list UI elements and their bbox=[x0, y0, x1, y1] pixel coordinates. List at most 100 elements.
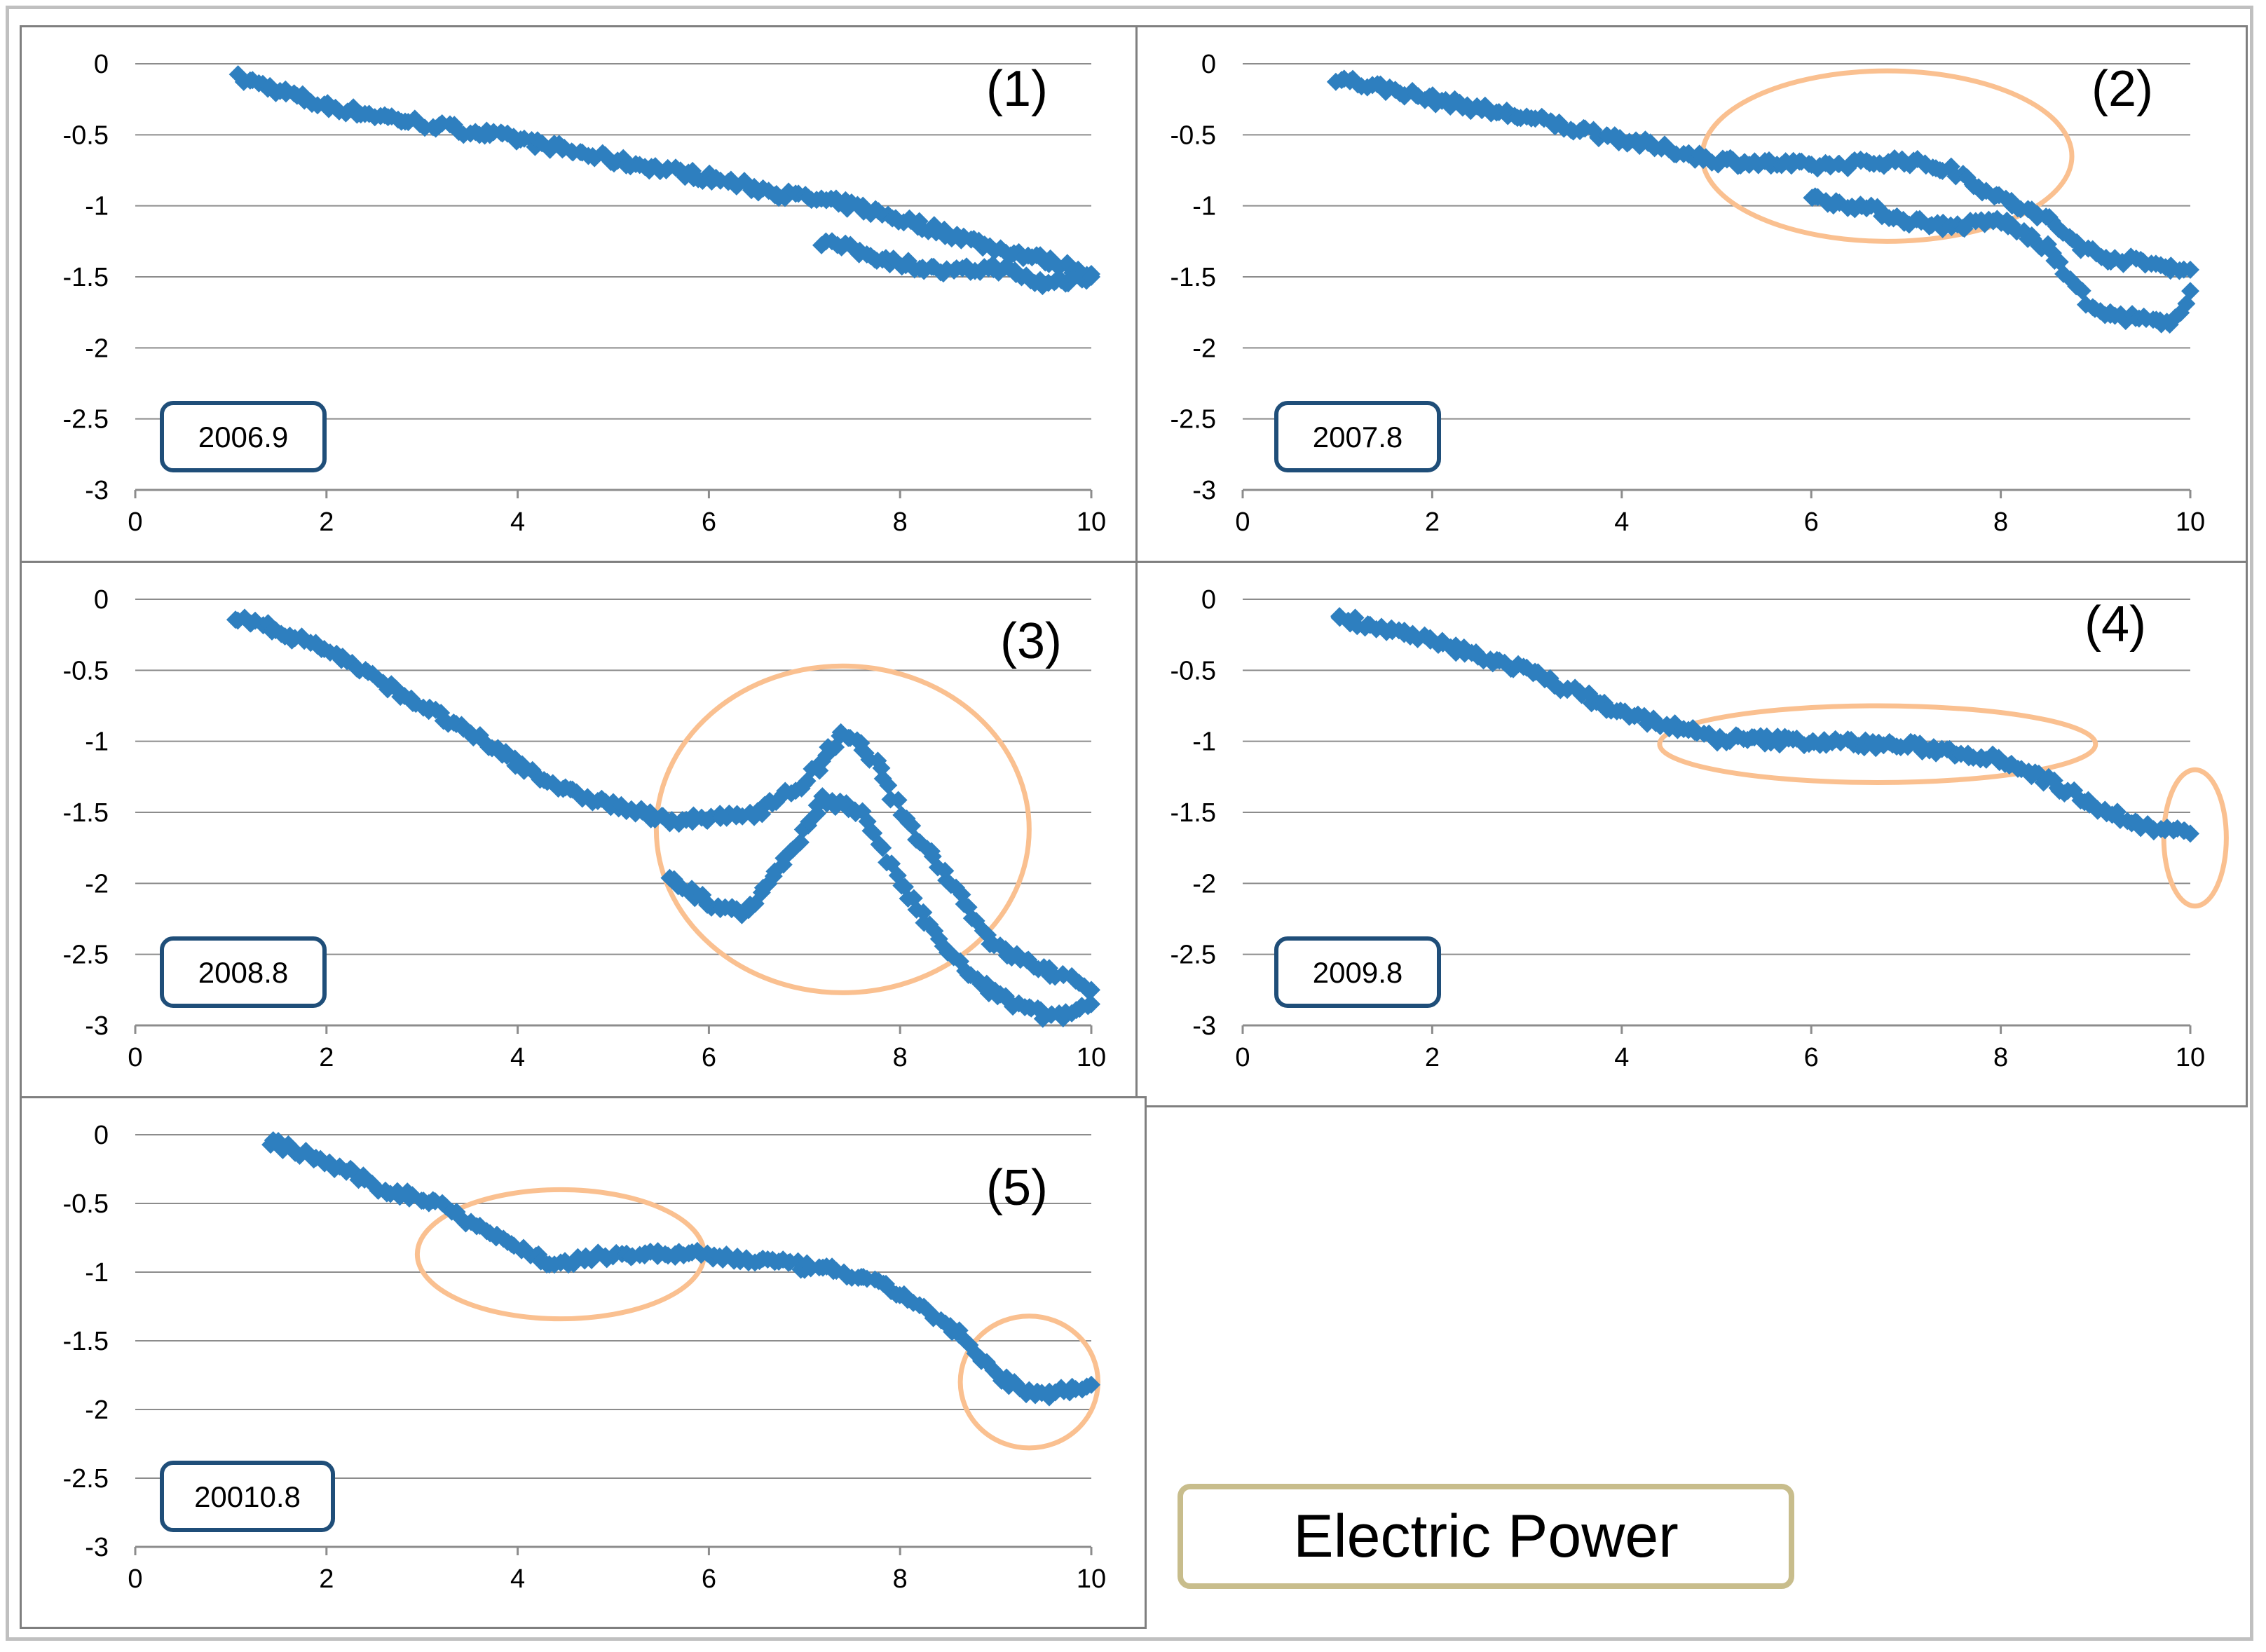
panel-number-label: (4) bbox=[2084, 596, 2146, 653]
x-tick-label: 2 bbox=[319, 1564, 334, 1594]
x-tick-label: 0 bbox=[128, 507, 142, 537]
data-point bbox=[1441, 97, 1460, 116]
data-point bbox=[813, 787, 832, 806]
data-point bbox=[1911, 735, 1930, 753]
data-point bbox=[879, 776, 898, 795]
data-point bbox=[1504, 660, 1523, 678]
x-tick-label: 4 bbox=[510, 1043, 525, 1072]
chart-svg-4: 0 -0.5 -1 -1.5 -2 -2.5 -3 0 2 4 6 8 10 (4) 2009.8 bbox=[1170, 585, 2229, 1072]
y-tick-label: -0.5 bbox=[63, 121, 109, 150]
data-point bbox=[1589, 129, 1608, 148]
data-point bbox=[1576, 119, 1595, 138]
x-tick-label: 4 bbox=[1614, 507, 1629, 537]
data-point bbox=[266, 621, 285, 640]
data-point bbox=[1082, 1375, 1100, 1394]
data-point bbox=[944, 948, 963, 967]
y-tick-label: -1.5 bbox=[63, 798, 109, 828]
data-point bbox=[1004, 997, 1023, 1016]
data-point bbox=[700, 164, 719, 183]
data-point bbox=[2080, 795, 2099, 814]
data-point bbox=[745, 807, 764, 826]
y-tick-label: -3 bbox=[85, 1011, 109, 1041]
y-tick-label: -0.5 bbox=[63, 1189, 109, 1219]
data-point bbox=[914, 903, 933, 922]
x-tick-label: 4 bbox=[510, 1564, 525, 1594]
x-tick-label: 10 bbox=[2176, 1043, 2205, 1072]
data-point bbox=[253, 74, 272, 93]
x-tick-label: 8 bbox=[1993, 1043, 2008, 1072]
x-tick-label: 10 bbox=[2176, 507, 2205, 537]
data-point bbox=[947, 878, 966, 897]
data-point bbox=[1495, 653, 1514, 672]
y-tick-label: -2.5 bbox=[63, 941, 109, 970]
chart-panel-5: 0 -0.5 -1 -1.5 -2 -2.5 -3 0 2 4 6 8 10 (5) 20010.8 bbox=[20, 1096, 1147, 1629]
y-tick-label: 0 bbox=[94, 1121, 109, 1150]
x-tick-label: 10 bbox=[1077, 507, 1106, 537]
data-point bbox=[831, 723, 850, 742]
date-box bbox=[1274, 401, 1441, 472]
data-point bbox=[791, 833, 810, 852]
data-point bbox=[355, 1170, 374, 1189]
y-tick-label: -0.5 bbox=[1170, 656, 1216, 685]
data-point bbox=[2028, 208, 2047, 227]
data-point bbox=[489, 739, 507, 758]
data-point bbox=[683, 880, 702, 899]
data-point bbox=[858, 812, 877, 831]
data-point bbox=[999, 992, 1018, 1011]
y-tick-label: -2.5 bbox=[63, 405, 109, 435]
data-point bbox=[612, 796, 631, 814]
data-point bbox=[2073, 281, 2091, 300]
data-point bbox=[923, 847, 942, 866]
data-point bbox=[919, 1302, 938, 1320]
chart-svg-3: 0 -0.5 -1 -1.5 -2 -2.5 -3 0 2 4 6 8 10 (3) 2008.8 bbox=[63, 585, 1107, 1072]
data-point bbox=[951, 952, 970, 971]
x-tick-label: 6 bbox=[702, 507, 716, 537]
data-point bbox=[589, 1243, 608, 1262]
y-tick-label: -2 bbox=[1192, 869, 1216, 899]
y-tick-label: -1 bbox=[85, 728, 109, 757]
date-box bbox=[160, 401, 327, 472]
y-tick-label: -2 bbox=[85, 334, 109, 363]
chart-panel-3: 0 -0.5 -1 -1.5 -2 -2.5 -3 0 2 4 6 8 10 (3) 2008.8 bbox=[20, 561, 1140, 1100]
data-point bbox=[1372, 617, 1391, 636]
data-point bbox=[454, 719, 473, 738]
data-point bbox=[907, 900, 926, 919]
y-tick-label: -1 bbox=[85, 1258, 109, 1288]
data-point bbox=[1082, 268, 1100, 286]
x-tick-label: 2 bbox=[319, 1043, 334, 1072]
highlight-ellipse bbox=[653, 663, 1032, 995]
data-point bbox=[2181, 824, 2199, 843]
chart-panel-1: 0 -0.5 -1 -1.5 -2 -2.5 -3 0 2 4 6 8 10 (1) 2006.9 bbox=[20, 25, 1140, 565]
chart-panel-2: 0 -0.5 -1 -1.5 -2 -2.5 -3 0 2 4 6 8 10 (2) 2007.8 bbox=[1135, 25, 2248, 565]
data-point bbox=[856, 744, 875, 763]
y-tick-label: -2.5 bbox=[1170, 941, 1216, 970]
x-tick-label: 10 bbox=[1077, 1564, 1106, 1594]
y-tick-label: -0.5 bbox=[63, 656, 109, 685]
y-tick-label: -2 bbox=[85, 1395, 109, 1425]
y-tick-label: -1 bbox=[85, 192, 109, 221]
chart-svg-2: 0 -0.5 -1 -1.5 -2 -2.5 -3 0 2 4 6 8 10 (2) 2007.8 bbox=[1170, 50, 2206, 537]
data-point bbox=[1660, 139, 1679, 158]
data-point bbox=[564, 1255, 583, 1274]
date-label: 20010.8 bbox=[194, 1480, 301, 1513]
data-point bbox=[1421, 632, 1440, 650]
x-tick-label: 6 bbox=[702, 1043, 716, 1072]
data-point bbox=[827, 1262, 846, 1281]
data-point bbox=[1838, 158, 1857, 177]
data-point bbox=[1541, 669, 1559, 688]
data-point bbox=[1941, 157, 1960, 176]
y-tick-label: -2 bbox=[1192, 334, 1216, 363]
data-point bbox=[437, 1197, 456, 1216]
data-point bbox=[746, 894, 765, 913]
y-tick-label: -1.5 bbox=[63, 263, 109, 292]
highlight-ellipse bbox=[957, 1313, 1101, 1451]
data-point bbox=[1344, 69, 1363, 88]
data-point bbox=[801, 1259, 820, 1278]
data-point bbox=[246, 611, 265, 630]
data-point bbox=[386, 679, 405, 698]
data-point bbox=[315, 640, 334, 659]
y-tick-label: 0 bbox=[94, 585, 109, 615]
data-point bbox=[1984, 745, 2002, 764]
date-box bbox=[160, 1461, 335, 1532]
data-point bbox=[1033, 1009, 1052, 1028]
